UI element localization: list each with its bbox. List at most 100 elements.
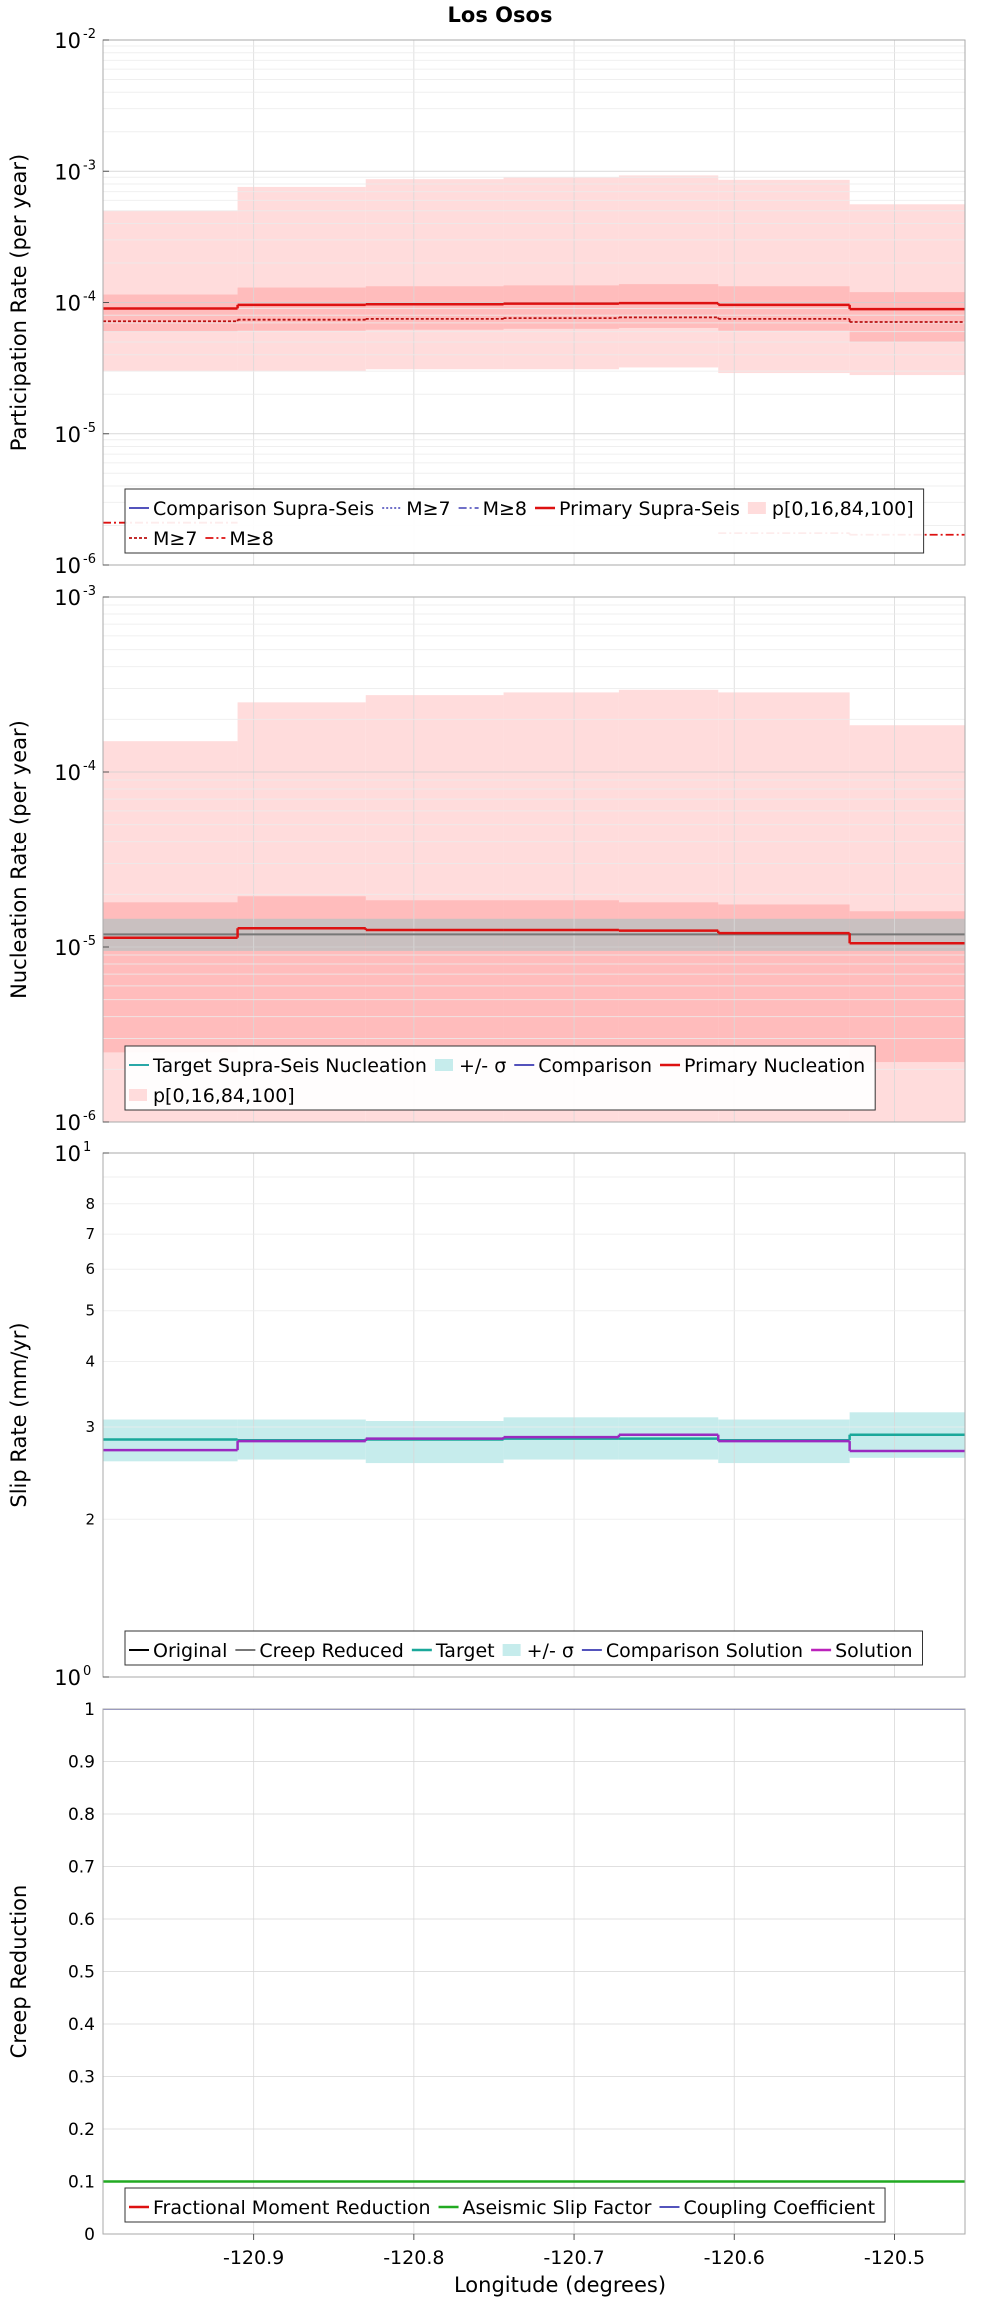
y-tick-labels: 10-610-510-410-3 (54, 584, 109, 1135)
legend-label: M≥7 (406, 498, 450, 520)
y-tick-exponent: -3 (83, 158, 96, 173)
y-tick-label: 10 (54, 29, 81, 53)
band-segment (849, 204, 965, 376)
plot-frame (102, 596, 966, 1123)
y-tick-exponent: -3 (83, 584, 96, 599)
y-tick-exponent: -6 (83, 1109, 96, 1124)
y-axis-label: Slip Rate (mm/yr) (7, 1322, 31, 1507)
legend-label: Comparison Supra-Seis (153, 498, 374, 520)
legend-label: Fractional Moment Reduction (153, 2197, 431, 2219)
legend-box (124, 488, 925, 554)
y-tick-label: 0.3 (68, 2068, 95, 2088)
y-tick-label: 0 (84, 2225, 95, 2245)
y-minor-tick-label: 2 (85, 1510, 95, 1528)
series-3 (103, 301, 965, 311)
legend-label: +/- σ (459, 1055, 506, 1077)
x-tick-label: -120.5 (864, 2247, 925, 2269)
legend-swatch (434, 1059, 453, 1071)
y-tick-label: 1 (84, 1700, 95, 1720)
legend: Comparison Supra-Seis M≥7 M≥8 Primary Supra… (124, 488, 925, 554)
band-segment (618, 284, 719, 328)
legend-label: M≥8 (483, 498, 527, 520)
tick-base: 10 (54, 292, 81, 316)
y-tick-label: 0.2 (68, 2120, 95, 2140)
y-axis-label: Creep Reduction (7, 1885, 31, 2059)
legend-label: M≥7 (153, 528, 197, 550)
y-tick-exponent: -4 (83, 290, 96, 305)
legend-label: p[0,16,84,100] (772, 498, 914, 520)
y-tick-label: 10 (54, 292, 81, 316)
y-tick-exponent: 1 (83, 1140, 91, 1155)
y-tick-label: 10 (54, 761, 81, 785)
y-tick-exponent: -5 (83, 934, 96, 949)
tick-base: 10 (54, 29, 81, 53)
plot-area (103, 1153, 965, 1677)
y-minor-tick-label: 4 (85, 1353, 95, 1371)
y-tick-label: 0.8 (68, 1805, 95, 1825)
plot-content (103, 1153, 965, 1677)
legend-label: Original (153, 1640, 227, 1662)
y-tick-label: 0.7 (68, 1858, 95, 1878)
y-tick-label: 0.5 (68, 1963, 95, 1983)
tick-base: 10 (54, 1111, 81, 1135)
band-0 (103, 175, 965, 376)
legend-label: Primary Nucleation (684, 1055, 865, 1077)
band-segment (718, 179, 850, 374)
tick-base: 10 (54, 936, 81, 960)
plot-content (103, 40, 965, 565)
plot-content (103, 1709, 965, 2234)
y-tick-exponent: -5 (83, 421, 96, 436)
band-segment (849, 292, 965, 343)
legend-label: M≥8 (229, 528, 273, 550)
y-minor-tick-label: 6 (85, 1260, 95, 1278)
plot-frame (102, 1152, 966, 1678)
y-tick-label: 0.6 (68, 1910, 95, 1930)
y-tick-exponent: -4 (83, 759, 96, 774)
y-tick-labels: 10-610-510-410-310-2 (54, 27, 109, 578)
y-tick-exponent: -6 (83, 552, 96, 567)
legend: Fractional Moment Reduction Aseismic Slip… (124, 2187, 886, 2223)
legend-label: Creep Reduced (259, 1640, 403, 1662)
plot-frame (102, 1708, 966, 2235)
y-tick-label: 10 (54, 1666, 81, 1690)
legend-label: Target (435, 1640, 495, 1662)
legend-label: Primary Supra-Seis (559, 498, 740, 520)
y-minor-tick-label: 5 (85, 1302, 95, 1320)
tick-base: 10 (54, 160, 81, 184)
y-tick-exponent: 0 (83, 1664, 91, 1679)
y-tick-label: 10 (54, 936, 81, 960)
series-2 (103, 926, 965, 945)
x-tick-label: -120.9 (223, 2247, 284, 2269)
tick-base: 10 (54, 554, 81, 578)
tick-base: 10 (54, 586, 81, 610)
y-minor-tick-label: 3 (85, 1418, 95, 1436)
y-minor-tick-label: 7 (85, 1225, 95, 1243)
y-tick-label: 10 (54, 586, 81, 610)
legend-label: Target Supra-Seis Nucleation (152, 1055, 427, 1077)
y-tick-exponent: -2 (83, 27, 96, 42)
y-tick-label: 10 (54, 1111, 81, 1135)
y-tick-label: 10 (54, 1142, 81, 1166)
y-tick-labels: 0 0.1 0.2 0.3 0.4 0.5 0.6 0.7 0.8 0.9 1 (68, 1700, 95, 2245)
tick-base: 10 (54, 1666, 81, 1690)
y-axis-label: Nucleation Rate (per year) (7, 720, 31, 999)
legend-label: p[0,16,84,100] (153, 1085, 295, 1107)
legend-label: Comparison (538, 1055, 652, 1077)
legend-label: +/- σ (527, 1640, 574, 1662)
tick-base: 10 (54, 1142, 81, 1166)
tick-base: 10 (54, 423, 81, 447)
legend-label: Coupling Coefficient (683, 2197, 875, 2219)
band-segment (365, 1420, 504, 1464)
band-segment (503, 177, 619, 370)
tick-base: 10 (54, 761, 81, 785)
x-tick-label: -120.8 (383, 2247, 444, 2269)
legend-swatch (129, 1089, 147, 1101)
legend-label: Solution (835, 1640, 912, 1662)
y-tick-label: 10 (54, 423, 81, 447)
panel-creep: 0 0.1 0.2 0.3 0.4 0.5 0.6 0.7 0.8 0.9 1 Creep Reduc… (7, 1700, 966, 2245)
